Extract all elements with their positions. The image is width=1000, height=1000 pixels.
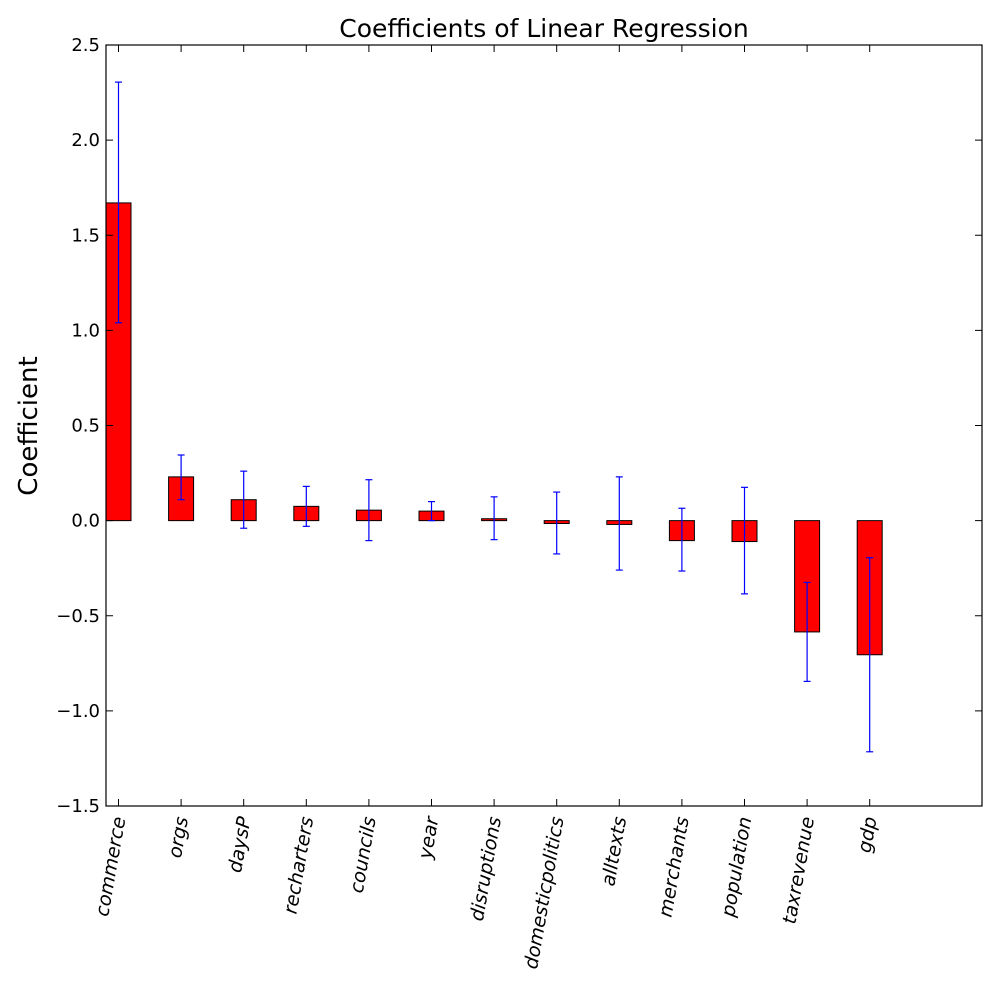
error-bar-councils xyxy=(365,479,373,542)
error-bar-daysP xyxy=(240,470,248,529)
error-bar-population xyxy=(741,486,748,595)
y-tick-label: 1.5 xyxy=(71,225,100,246)
y-tick-label: 2.0 xyxy=(71,130,100,151)
y-tick-label: 0.5 xyxy=(71,416,100,437)
error-bar-gdp xyxy=(866,557,874,753)
error-bar-taxrevenue xyxy=(803,581,811,682)
error-bar-domesticpolitics xyxy=(553,491,561,555)
chart-title: Coefficients of Linear Regression xyxy=(339,14,748,43)
y-tick-label: 0.0 xyxy=(71,511,100,532)
error-bar-year xyxy=(428,501,435,522)
y-tick-label: 1.0 xyxy=(71,320,100,341)
error-bar-disruptions xyxy=(490,496,498,541)
error-bar-alltexts xyxy=(615,476,623,571)
y-axis-label: Coefficient xyxy=(14,356,44,495)
error-bar-merchants xyxy=(678,507,686,572)
y-tick-label: 2.5 xyxy=(71,35,100,56)
error-bar-recharters xyxy=(302,485,310,527)
y-tick-label: −1.5 xyxy=(56,796,100,817)
error-bar-orgs xyxy=(177,454,185,501)
y-tick-label: −0.5 xyxy=(56,606,100,627)
error-bar-commerce xyxy=(115,81,122,324)
y-tick-label: −1.0 xyxy=(56,701,100,722)
